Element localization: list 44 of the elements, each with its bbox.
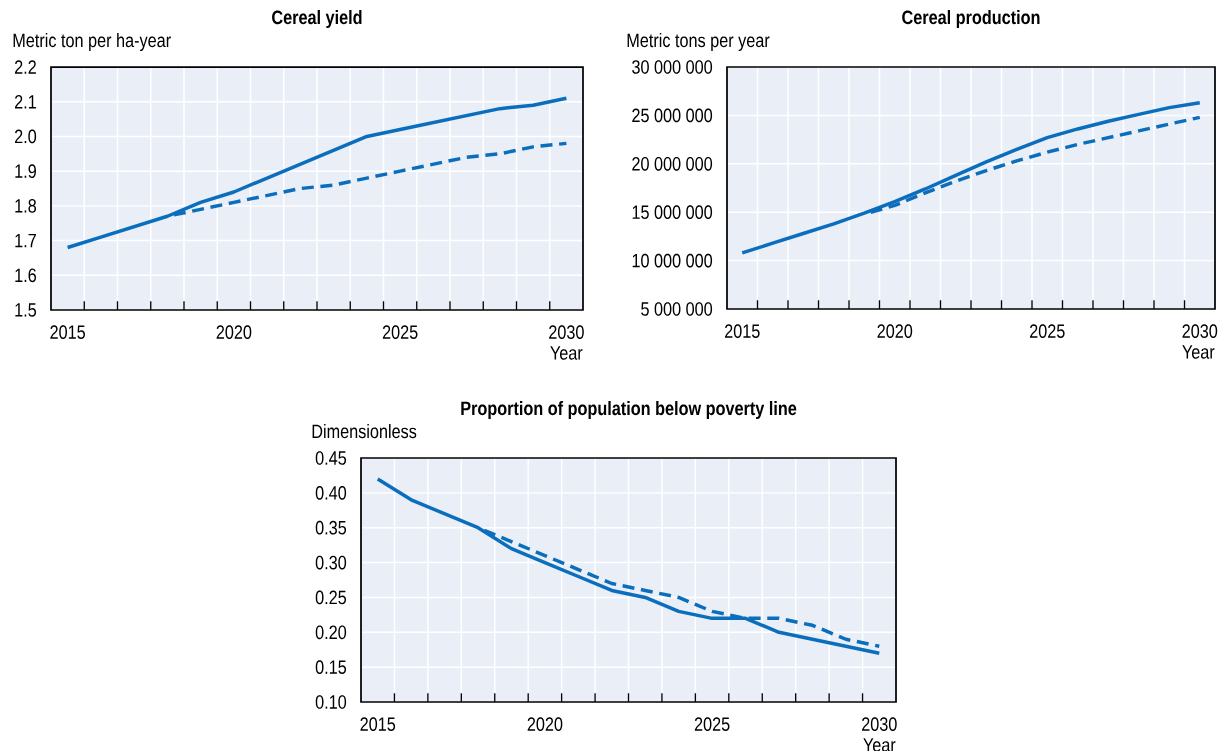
x-axis-title: Year — [550, 346, 583, 360]
y-tick-label: 1.7 — [15, 233, 36, 248]
y-tick-label: 0.10 — [315, 695, 347, 709]
y-axis-title: Metric tons per year — [627, 32, 770, 52]
chart-title: Proportion of population below poverty line — [461, 401, 797, 420]
x-tick-label: 2020 — [216, 325, 252, 339]
y-tick-label: 0.35 — [315, 520, 347, 535]
y-tick-label: 0.40 — [315, 486, 347, 500]
y-tick-label: 15 000 000 — [632, 205, 713, 220]
x-tick-label: 2020 — [527, 717, 563, 731]
y-tick-label: 10 000 000 — [632, 253, 713, 268]
chart-title: Cereal yield — [272, 10, 362, 29]
line-series — [740, 101, 1202, 255]
x-tick-label: 2030 — [549, 325, 584, 339]
y-tick-label: 0.25 — [315, 590, 347, 605]
y-tick-label: 0.20 — [315, 625, 347, 640]
x-tick-label: 2020 — [877, 324, 913, 338]
y-tick-label: 30 000 000 — [632, 60, 713, 74]
x-tick-label: 2030 — [1182, 324, 1218, 338]
x-axis-title: Year — [863, 738, 896, 751]
y-tick-label: 1.5 — [15, 303, 37, 317]
x-tick-label: 2015 — [50, 325, 86, 339]
y-tick-label: 25 000 000 — [632, 108, 713, 123]
y-tick-label: 5 000 000 — [641, 302, 713, 316]
x-tick-label: 2015 — [360, 717, 396, 731]
y-tick-label: 20 000 000 — [632, 156, 713, 171]
y-tick-label: 0.45 — [315, 451, 347, 465]
y-tick-label: 1.6 — [15, 268, 37, 283]
y-axis-title: Dimensionless — [312, 423, 417, 439]
x-tick-label: 2025 — [1030, 324, 1065, 338]
y-tick-label: 2.0 — [14, 129, 37, 144]
y-axis-title: Metric ton per ha-year — [13, 33, 171, 52]
chart-title: Cereal production — [902, 9, 1040, 29]
x-axis-title: Year — [1182, 345, 1215, 359]
y-tick-label: 1.8 — [15, 199, 37, 213]
y-tick-label: 0.15 — [315, 660, 347, 674]
y-tick-label: 1.9 — [15, 164, 36, 178]
x-tick-label: 2025 — [694, 717, 730, 731]
y-tick-label: 0.30 — [315, 555, 347, 570]
x-tick-label: 2030 — [862, 717, 897, 731]
y-tick-label: 2.1 — [14, 94, 36, 109]
y-tick-label: 2.2 — [14, 60, 36, 74]
x-tick-label: 2015 — [725, 324, 760, 338]
x-tick-label: 2025 — [382, 325, 418, 339]
